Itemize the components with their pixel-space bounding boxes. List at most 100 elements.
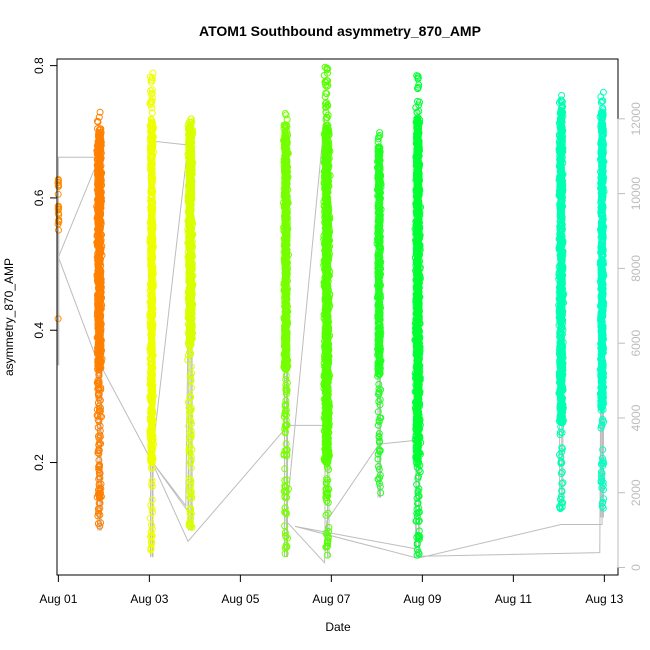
data-point — [148, 521, 155, 529]
data-point — [96, 147, 104, 155]
data-point — [96, 276, 103, 284]
data-point — [93, 117, 101, 125]
data-point — [95, 372, 103, 380]
data-point — [94, 321, 102, 328]
data-point — [96, 126, 104, 134]
data-point — [95, 167, 103, 175]
data-point — [148, 109, 156, 117]
data-point — [148, 89, 156, 97]
data-point — [147, 544, 155, 552]
data-point — [94, 138, 102, 145]
data-point — [95, 161, 102, 168]
data-point — [96, 279, 104, 287]
data-point — [97, 485, 105, 493]
data-point — [95, 499, 103, 507]
data-point — [96, 407, 104, 415]
data-point — [96, 142, 104, 150]
data-point — [148, 86, 156, 94]
data-point — [148, 465, 156, 472]
data-point — [95, 113, 103, 121]
data-point — [95, 340, 103, 348]
data-point — [93, 156, 101, 163]
data-point — [97, 137, 104, 145]
data-point — [94, 447, 102, 455]
data-point — [55, 182, 63, 190]
data-point — [149, 326, 157, 334]
data-point — [149, 508, 157, 516]
data-point — [94, 432, 102, 440]
data-point — [95, 509, 102, 517]
data-point — [97, 384, 105, 392]
data-point — [96, 165, 104, 173]
data-point — [95, 152, 103, 159]
data-point — [96, 236, 104, 244]
data-point — [148, 540, 156, 548]
data-point — [94, 416, 102, 424]
data-point — [54, 315, 62, 323]
data-point — [94, 512, 102, 520]
data-point — [94, 361, 102, 369]
data-point — [95, 450, 103, 458]
data-point — [147, 76, 155, 84]
data-point — [96, 343, 103, 351]
data-point — [148, 505, 156, 513]
data-points — [54, 63, 608, 559]
chart-title: ATOM1 Southbound asymmetry_870_AMP — [199, 23, 481, 39]
trace-line — [57, 111, 603, 564]
data-point — [95, 462, 103, 470]
data-point — [55, 203, 63, 211]
data-point — [96, 522, 104, 530]
data-point — [96, 484, 104, 492]
data-point — [95, 332, 103, 340]
data-point — [95, 465, 103, 473]
data-point — [96, 494, 104, 502]
data-point — [95, 480, 103, 488]
data-point — [147, 501, 155, 509]
data-point — [96, 350, 104, 358]
data-point — [95, 446, 103, 454]
data-point — [96, 298, 104, 306]
data-point — [94, 219, 102, 227]
data-point — [95, 172, 103, 180]
data-point — [94, 208, 102, 216]
data-point — [94, 424, 102, 431]
data-point — [94, 358, 102, 366]
data-point — [147, 101, 155, 109]
data-point — [96, 268, 104, 276]
data-point — [96, 246, 103, 253]
data-point — [94, 118, 102, 126]
data-point — [94, 237, 102, 245]
data-point — [96, 396, 104, 404]
data-point — [147, 529, 155, 536]
data-point — [97, 188, 105, 196]
data-point — [147, 333, 155, 341]
data-point — [96, 256, 104, 264]
data-point — [55, 226, 62, 234]
data-point — [97, 519, 104, 527]
data-point — [146, 100, 154, 108]
data-point — [95, 330, 103, 338]
data-point — [96, 179, 104, 187]
data-point — [148, 477, 156, 485]
data-point — [96, 320, 104, 328]
data-point — [95, 310, 103, 318]
data-point — [97, 404, 104, 412]
data-point — [96, 195, 104, 203]
data-point — [54, 190, 62, 198]
data-point — [95, 313, 103, 321]
data-point — [96, 108, 104, 116]
data-point — [97, 440, 105, 448]
data-point — [95, 259, 103, 267]
data-point — [95, 379, 103, 387]
data-point — [94, 203, 102, 211]
data-point — [96, 422, 104, 430]
data-point — [95, 489, 103, 497]
data-point — [146, 514, 154, 522]
data-point — [96, 212, 104, 220]
data-point — [148, 480, 156, 488]
data-point — [95, 308, 103, 316]
data-point — [148, 104, 156, 112]
data-point — [94, 226, 102, 234]
data-point — [55, 217, 63, 225]
